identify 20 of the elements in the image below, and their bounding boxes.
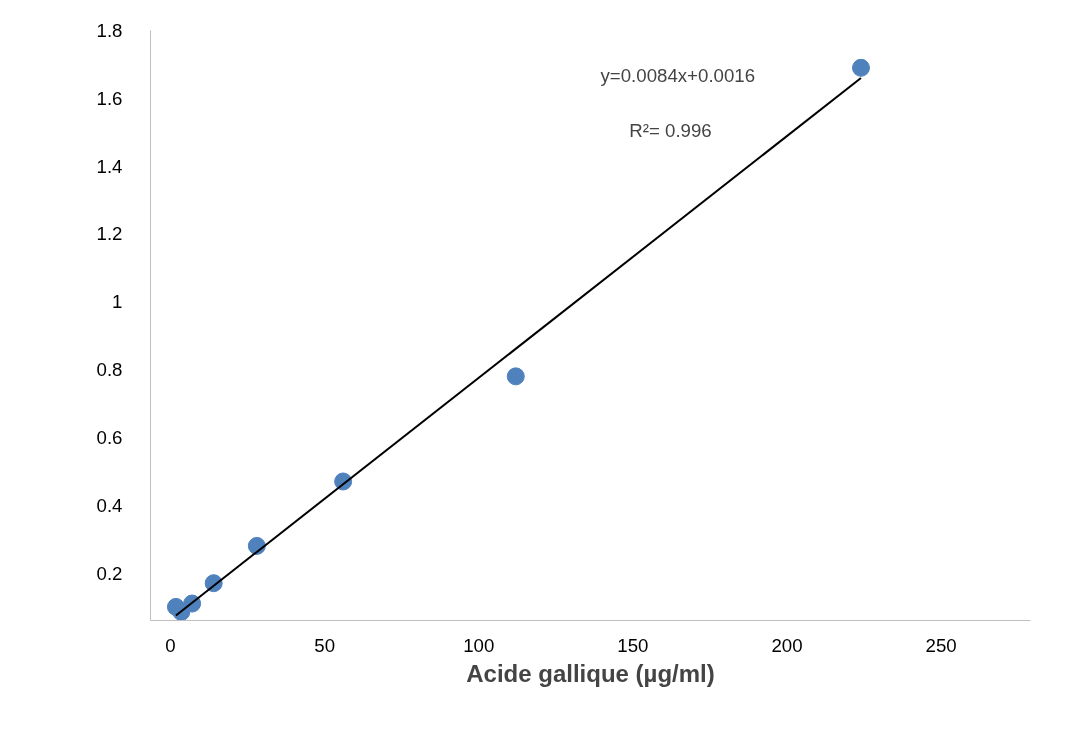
y-tick-label: 1.6	[96, 87, 123, 109]
x-tick-label: 200	[771, 634, 803, 656]
x-tick-label: 150	[617, 634, 649, 656]
y-tick-label: 0.2	[96, 562, 123, 584]
annotation: y=0.0084x+0.0016	[600, 64, 756, 86]
y-tick-label: 0.4	[96, 494, 123, 516]
y-tick-label: 0.6	[96, 426, 123, 448]
y-tick-label: 1.4	[96, 155, 123, 177]
y-tick-label: 1	[112, 291, 123, 313]
x-tick-label: 0	[165, 634, 176, 656]
x-tick-label: 50	[314, 634, 336, 656]
point	[851, 58, 870, 77]
x-axis-title: Acide gallique (µg/ml)	[466, 659, 715, 687]
x-tick-label: 100	[463, 634, 495, 656]
y-tick-label: 1.2	[96, 223, 123, 245]
y-tick-label: 0.8	[96, 359, 123, 381]
point	[506, 367, 525, 386]
y-tick-label: 1.8	[96, 20, 123, 41]
x-tick-label: 250	[925, 634, 957, 656]
annotation: R²= 0.996	[629, 119, 712, 141]
